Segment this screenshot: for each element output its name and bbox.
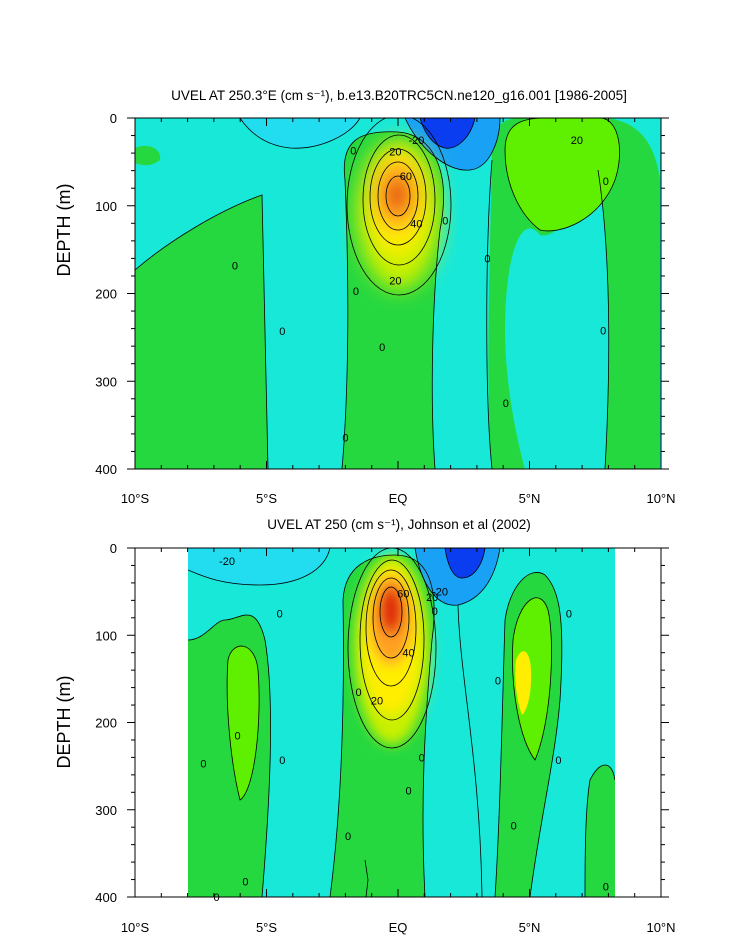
bottom-contour-label: 0 <box>566 608 572 620</box>
bottom-contour-label: -20 <box>219 556 235 568</box>
bottom-contour-label: 0 <box>200 759 206 771</box>
bottom-y-tick-label: 200 <box>95 716 117 731</box>
bottom-contour-labels: -20 -20 60 20 40 20 0 0 0 0 0 0 0 0 0 0 0 0 0 0 0 0 <box>200 556 609 904</box>
top-x-tick-label: 5°N <box>519 491 541 506</box>
top-panel: UVEL AT 250.3°E (cm s⁻¹), b.e13.B20TRC5C… <box>54 88 676 506</box>
bottom-ylabel: DEPTH (m) <box>54 676 74 769</box>
top-contour-label: -20 <box>408 135 424 147</box>
bottom-contours <box>188 548 615 897</box>
bottom-euc <box>354 555 430 745</box>
top-contour-label: 0 <box>342 432 348 444</box>
bottom-contour-label: 0 <box>355 687 361 699</box>
top-contour-label: 20 <box>389 275 401 287</box>
top-x-tick-label: 10°S <box>121 491 150 506</box>
bottom-contour-label: 0 <box>603 882 609 894</box>
top-contour-label: 0 <box>232 260 238 272</box>
bottom-contour-label: 60 <box>397 588 409 600</box>
top-y-tick-label: 100 <box>95 199 117 214</box>
bottom-contour-label: 0 <box>242 876 248 888</box>
bottom-contour-label: 0 <box>213 892 219 904</box>
bottom-contour-label: 20 <box>426 592 438 604</box>
bottom-lime-e <box>512 597 552 760</box>
bottom-contour-label: 0 <box>432 606 438 618</box>
top-y-tick-label: 200 <box>95 287 117 302</box>
bottom-contour-label: 0 <box>279 755 285 767</box>
top-contour-label: 0 <box>503 398 509 410</box>
bottom-contour-label: 0 <box>277 608 283 620</box>
top-field <box>135 118 661 469</box>
top-x-tick-label: EQ <box>389 491 408 506</box>
bottom-y-tick-label: 0 <box>110 541 117 556</box>
top-ylabel: DEPTH (m) <box>54 184 74 277</box>
top-contour-label: 20 <box>389 146 401 158</box>
bottom-panel: UVEL AT 250 (cm s⁻¹), Johnson et al (200… <box>54 517 676 935</box>
top-x-tick-label: 5°S <box>256 491 277 506</box>
top-contours <box>135 118 620 469</box>
bottom-contour-label: 0 <box>511 820 517 832</box>
top-contour-label: 0 <box>350 145 356 157</box>
bottom-contour-label: 0 <box>405 786 411 798</box>
bottom-y-tick-label: 300 <box>95 803 117 818</box>
bottom-green-far-e <box>585 765 615 897</box>
bottom-contour-label: 20 <box>371 696 383 708</box>
top-neg-w <box>240 118 360 149</box>
bottom-x-tick-label: 10°N <box>646 920 675 935</box>
bottom-contour-label: 0 <box>345 831 351 843</box>
bottom-title: UVEL AT 250 (cm s⁻¹), Johnson et al (200… <box>267 517 531 532</box>
bottom-contour-label: -20 <box>432 587 448 599</box>
bottom-neg-core <box>445 548 485 578</box>
top-title: UVEL AT 250.3°E (cm s⁻¹), b.e13.B20TRC5C… <box>171 88 627 103</box>
bottom-y-tick-label: 100 <box>95 628 117 643</box>
bottom-x-tick-label: 10°S <box>121 920 150 935</box>
bottom-field <box>188 548 615 897</box>
top-contour-label: 0 <box>442 216 448 228</box>
top-contour-labels: -20 20 60 40 20 20 0 0 0 0 0 0 0 0 0 0 0 <box>232 135 609 444</box>
top-contour-label: 20 <box>571 135 583 147</box>
bottom-contour-label: 0 <box>419 752 425 764</box>
top-contour-label: 0 <box>603 176 609 188</box>
bottom-yellow-e <box>515 651 532 715</box>
bottom-x-tick-label: EQ <box>389 920 408 935</box>
top-contour-label: 60 <box>400 171 412 183</box>
top-contour-label: 40 <box>410 218 422 230</box>
top-green-w <box>135 145 161 166</box>
top-y-tick-label: 300 <box>95 374 117 389</box>
top-green-sw <box>135 195 268 469</box>
top-contour-label: 0 <box>279 326 285 338</box>
bottom-y-tick-label: 400 <box>95 890 117 905</box>
top-y-tick-label: 0 <box>110 111 117 126</box>
top-contour-label: 0 <box>600 325 606 337</box>
top-contour-label: 0 <box>353 286 359 298</box>
top-x-tick-label: 10°N <box>646 491 675 506</box>
bottom-contour-label: 0 <box>235 731 241 743</box>
top-contour-label: 0 <box>379 342 385 354</box>
bottom-x-tick-label: 5°N <box>519 920 541 935</box>
bottom-contour-label: 0 <box>555 755 561 767</box>
bottom-contour-label: 40 <box>402 648 414 660</box>
top-y-tick-label: 400 <box>95 462 117 477</box>
top-contour-label: 0 <box>484 253 490 265</box>
bottom-lime-w <box>227 646 260 800</box>
top-lime-ne <box>505 118 620 231</box>
bottom-x-tick-label: 5°S <box>256 920 277 935</box>
bottom-neg-w <box>188 548 330 585</box>
top-neg-core <box>420 118 475 149</box>
bottom-contour-label: 0 <box>495 676 501 688</box>
